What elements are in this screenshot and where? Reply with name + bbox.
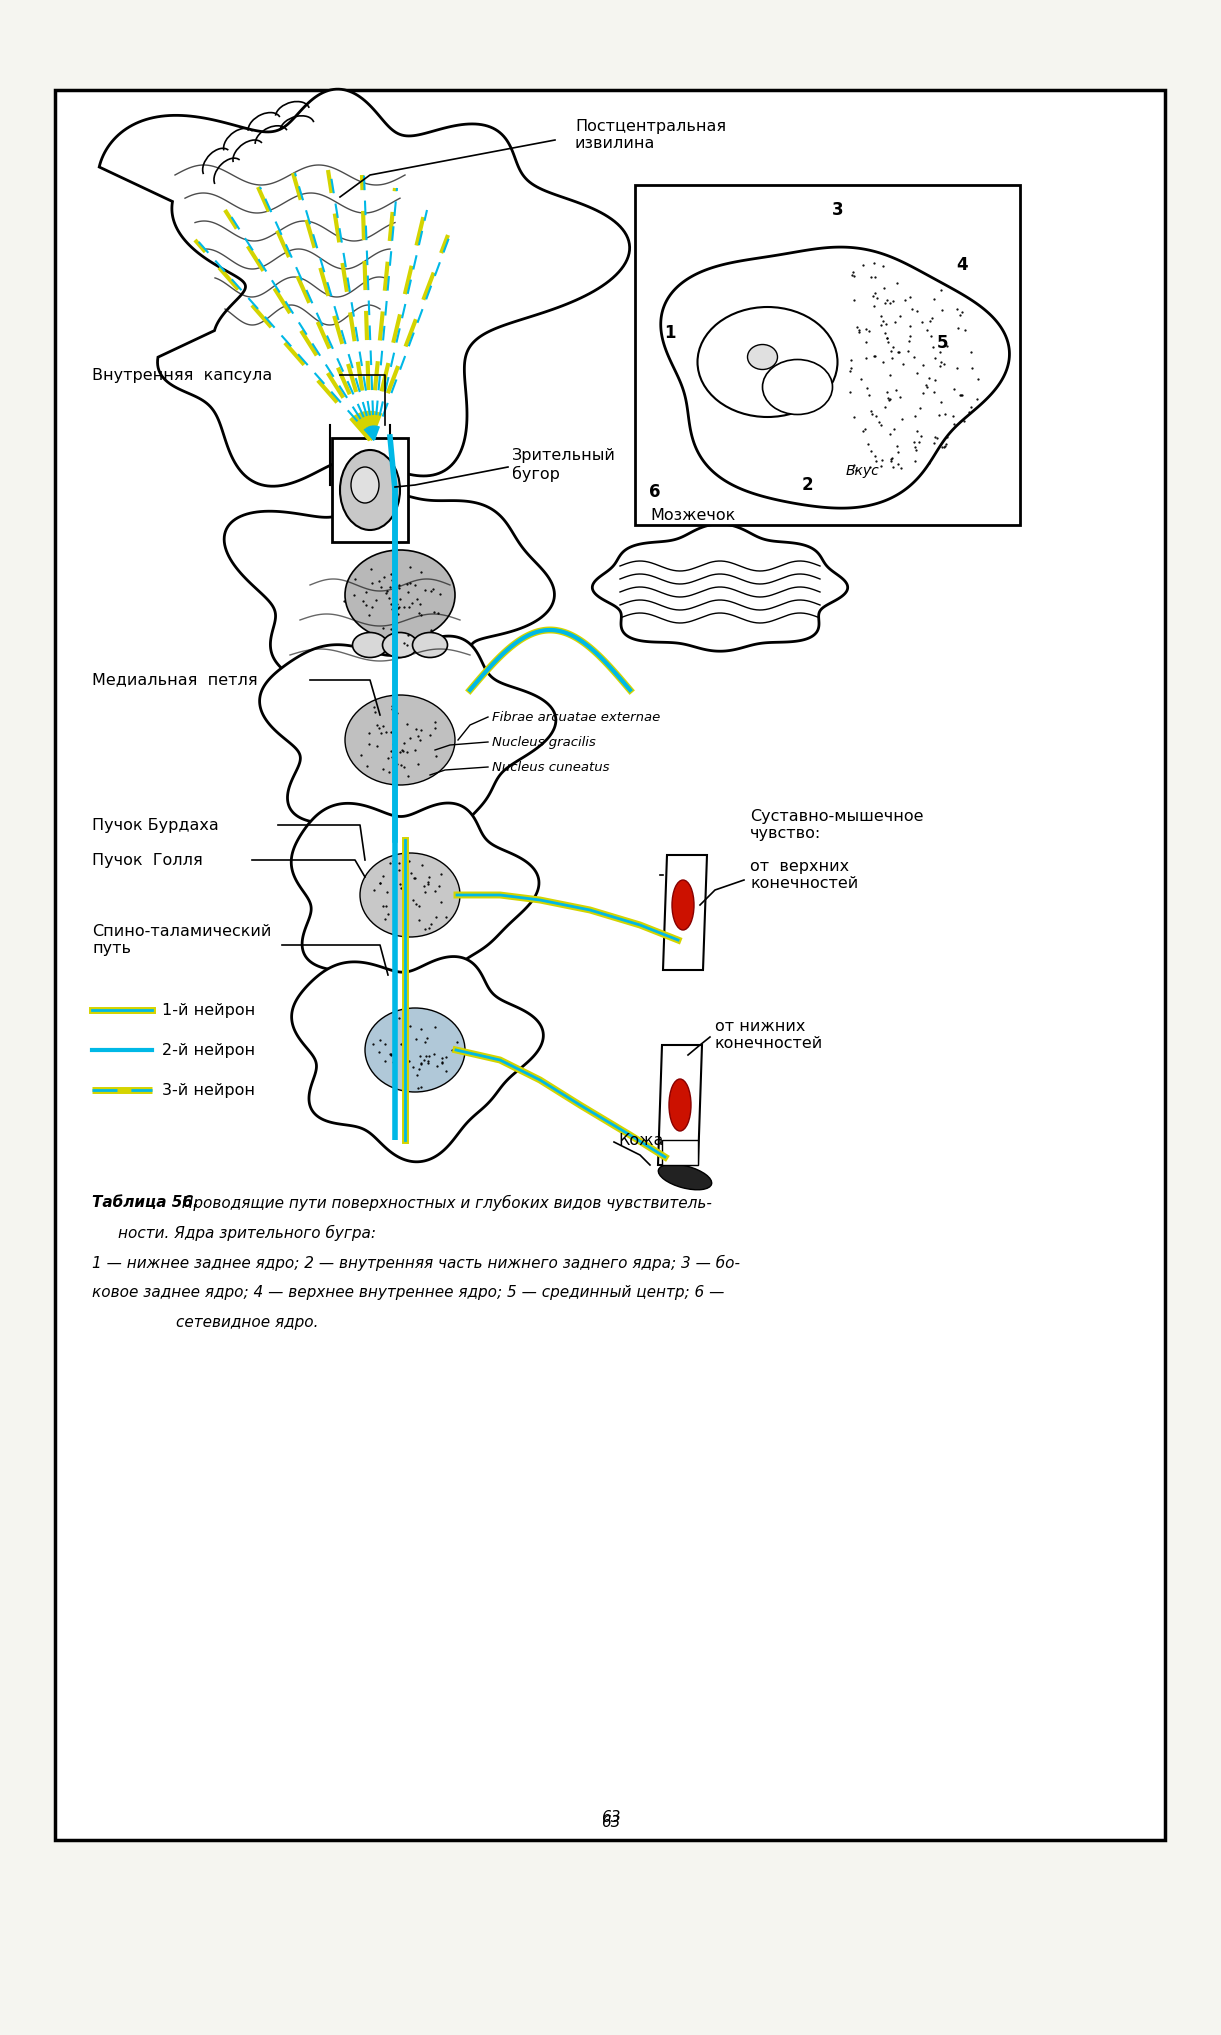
- Ellipse shape: [762, 360, 833, 415]
- Ellipse shape: [669, 1079, 691, 1131]
- Text: Пучок  Голля: Пучок Голля: [92, 853, 203, 867]
- Polygon shape: [292, 956, 543, 1162]
- Text: 3: 3: [832, 201, 844, 220]
- Ellipse shape: [346, 696, 455, 786]
- Polygon shape: [99, 90, 630, 486]
- Ellipse shape: [672, 879, 694, 930]
- Text: Спино-таламический
путь: Спино-таламический путь: [92, 924, 271, 956]
- Polygon shape: [592, 523, 847, 651]
- Polygon shape: [662, 1140, 698, 1164]
- Text: Постцентральная
извилина: Постцентральная извилина: [575, 118, 726, 151]
- Polygon shape: [260, 637, 556, 865]
- Text: Nucleus cuneatus: Nucleus cuneatus: [492, 761, 609, 773]
- Text: Зрительный
бугор: Зрительный бугор: [512, 448, 615, 482]
- Text: Суставно-мышечное
чувство:: Суставно-мышечное чувство:: [750, 808, 923, 840]
- Bar: [635, 185, 1020, 525]
- Text: 63: 63: [601, 1815, 620, 1829]
- Text: ковое заднее ядро; 4 — верхнее внутреннее ядро; 5 — срединный центр; 6 —: ковое заднее ядро; 4 — верхнее внутренне…: [92, 1284, 724, 1300]
- Polygon shape: [658, 1046, 702, 1164]
- Text: 6: 6: [650, 482, 661, 501]
- Text: 2-й нейрон: 2-й нейрон: [162, 1042, 255, 1058]
- Polygon shape: [292, 804, 538, 1007]
- Text: от  верхних
конечностей: от верхних конечностей: [750, 859, 858, 891]
- Ellipse shape: [382, 633, 418, 657]
- Bar: [55, 90, 1165, 1840]
- Text: от нижних
конечностей: от нижних конечностей: [716, 1020, 823, 1052]
- Text: 1: 1: [664, 324, 675, 342]
- Ellipse shape: [365, 1007, 465, 1093]
- Ellipse shape: [346, 549, 455, 639]
- Text: Медиальная  петля: Медиальная петля: [92, 672, 258, 688]
- Text: 1 — нижнее заднее ядро; 2 — внутренняя часть нижнего заднего ядра; 3 — бо-: 1 — нижнее заднее ядро; 2 — внутренняя ч…: [92, 1256, 740, 1272]
- Ellipse shape: [747, 344, 778, 370]
- Text: 63: 63: [601, 1809, 620, 1825]
- Bar: [332, 438, 408, 541]
- Text: 4: 4: [957, 256, 968, 275]
- Text: Пучок Бурдаха: Пучок Бурдаха: [92, 818, 219, 832]
- Ellipse shape: [697, 307, 838, 417]
- Text: ности. Ядра зрительного бугра:: ности. Ядра зрительного бугра:: [118, 1225, 376, 1241]
- Text: 3-й нейрон: 3-й нейрон: [162, 1083, 255, 1097]
- Ellipse shape: [353, 633, 387, 657]
- Text: Мозжечок: Мозжечок: [650, 507, 735, 523]
- Ellipse shape: [350, 466, 379, 503]
- Text: Nucleus gracilis: Nucleus gracilis: [492, 735, 596, 749]
- Text: 1-й нейрон: 1-й нейрон: [162, 1003, 255, 1018]
- Polygon shape: [663, 855, 707, 971]
- Ellipse shape: [658, 1164, 712, 1190]
- Text: Кожа: Кожа: [618, 1133, 663, 1148]
- Text: Fibrae arcuatae externae: Fibrae arcuatae externae: [492, 710, 661, 724]
- Text: Внутренняя  капсула: Внутренняя капсула: [92, 368, 272, 383]
- Text: Таблица 56.: Таблица 56.: [92, 1195, 199, 1211]
- Ellipse shape: [339, 450, 400, 529]
- Polygon shape: [661, 246, 1010, 509]
- Text: Проводящие пути поверхностных и глубоких видов чувствитель-: Проводящие пути поверхностных и глубоких…: [177, 1195, 712, 1211]
- Ellipse shape: [413, 633, 448, 657]
- Polygon shape: [225, 492, 554, 735]
- Text: 2: 2: [802, 476, 813, 495]
- Text: сетевидное ядро.: сетевидное ядро.: [176, 1315, 319, 1331]
- Text: 5: 5: [937, 334, 949, 352]
- Ellipse shape: [360, 853, 460, 936]
- Text: Вкус: Вкус: [846, 464, 879, 478]
